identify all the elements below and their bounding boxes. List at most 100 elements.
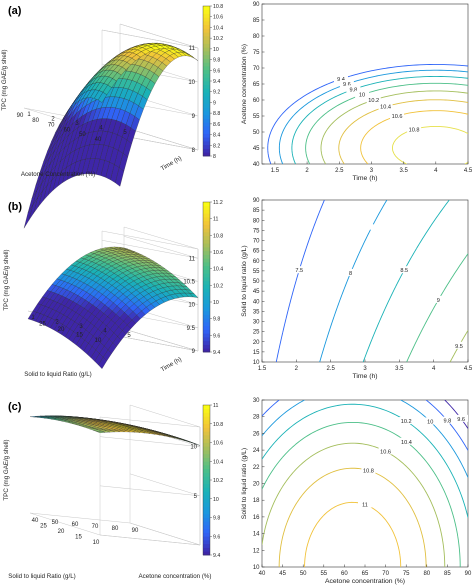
colorbar-step xyxy=(203,277,210,282)
contour-label-bg xyxy=(397,266,412,274)
colorbar-step xyxy=(203,122,210,127)
y-tick-label: 3 xyxy=(79,324,83,330)
surface-patch xyxy=(23,205,33,229)
z-grid-line xyxy=(101,23,199,49)
colorbar-tick-label: 9.8 xyxy=(213,58,220,64)
z-grid-line xyxy=(101,236,199,259)
colorbar-tick-label: 9.8 xyxy=(213,516,220,522)
colorbar-step xyxy=(203,532,210,537)
colorbar-tick-label: 10.4 xyxy=(213,459,223,465)
colorbar-step xyxy=(203,506,210,511)
z-grid-line xyxy=(101,328,199,352)
z-axis-label: TPC (mg GAE/g shell) xyxy=(3,249,10,310)
y-tick-label: 5 xyxy=(127,333,131,339)
y-tick-label: 16 xyxy=(253,515,260,521)
contour-label: 10 xyxy=(359,93,365,99)
plot-area xyxy=(261,399,469,568)
y-tick-label: 80 xyxy=(253,218,260,224)
colorbar-step xyxy=(203,54,210,59)
x-tick-label: 40 xyxy=(95,137,102,143)
colorbar-step xyxy=(203,340,210,345)
colorbar-tick-label: 9.4 xyxy=(213,79,220,85)
colorbar-step xyxy=(203,262,210,267)
colorbar: 9.4 9.6 9.8 10 10.2 10.4 10.6 10.8 11 11.2 xyxy=(202,200,223,356)
y-tick-label: 75 xyxy=(253,228,260,234)
colorbar-tick-label: 10.8 xyxy=(213,4,223,10)
y-tick-label: 5 xyxy=(123,130,127,136)
colorbar-tick-label: 10.4 xyxy=(213,25,223,31)
colorbar-step xyxy=(203,273,210,278)
y-tick-label: 80 xyxy=(112,526,119,532)
y-axis-label: Time (h) xyxy=(160,356,183,373)
contour-label: 10.8 xyxy=(363,469,374,475)
colorbar-tick-label: 10.6 xyxy=(213,250,223,256)
z-grid-line xyxy=(99,473,201,497)
x-tick-label: 10 xyxy=(93,540,100,546)
colorbar-step xyxy=(203,133,210,138)
colorbar-step xyxy=(203,36,210,41)
colorbar-step xyxy=(203,6,210,11)
z-tick-label: 5 xyxy=(194,494,198,500)
colorbar-step xyxy=(203,325,210,330)
panel-label: (a) xyxy=(8,5,22,17)
x-tick-label: 2 xyxy=(295,366,299,372)
colorbar-step xyxy=(203,465,210,470)
x-tick-label: 20 xyxy=(58,327,65,333)
colorbar-step xyxy=(203,284,210,289)
surface-mesh xyxy=(29,415,201,446)
colorbar-step xyxy=(203,551,210,556)
y-tick-label: 50 xyxy=(52,520,59,526)
colorbar-step xyxy=(203,141,210,146)
surface-patch xyxy=(29,416,39,418)
colorbar-step xyxy=(203,258,210,263)
y-tick-label: 45 xyxy=(253,289,260,295)
colorbar-step xyxy=(203,51,210,56)
colorbar-tick-label: 10.2 xyxy=(213,283,223,289)
y-tick-label: 2 xyxy=(55,320,59,326)
x-axis-label: Solid to liquid Ratio (g/L) xyxy=(8,573,75,580)
colorbar-step xyxy=(203,536,210,541)
y-tick-label: 75 xyxy=(253,50,260,56)
colorbar-step xyxy=(203,13,210,18)
x-tick-label: 3 xyxy=(370,168,374,174)
contour-label-bg xyxy=(431,295,446,303)
colorbar-tick-label: 11 xyxy=(213,403,218,409)
contour-label-bg xyxy=(333,75,348,83)
z-tick-label: 9 xyxy=(192,114,196,120)
y-axis-label: Acetone concentration (%) xyxy=(139,573,212,580)
contour-label-bg xyxy=(343,268,358,276)
y-tick-label: 1 xyxy=(31,315,35,321)
z-tick-label: 10.5 xyxy=(183,279,195,285)
plot-area xyxy=(261,199,469,363)
colorbar-step xyxy=(203,295,210,300)
y-tick-label: 65 xyxy=(253,249,260,255)
colorbar-step xyxy=(203,217,210,222)
contour-ticks: 1.5 2 2.5 3 3.5 4 4.5 40 45 50 55 60 65 70 75 80 85 90 xyxy=(253,2,473,174)
colorbar-step xyxy=(203,118,210,123)
colorbar-step xyxy=(203,148,210,153)
y-tick-label: 15 xyxy=(253,350,260,356)
colorbar-step xyxy=(203,250,210,255)
y-tick-label: 24 xyxy=(253,448,260,454)
x-tick-label: 1.5 xyxy=(258,366,267,372)
colorbar-step xyxy=(203,498,210,503)
colorbar-tick-label: 11 xyxy=(213,217,218,223)
colorbar-step xyxy=(203,47,210,52)
y-tick-label: 2 xyxy=(51,117,55,123)
contour-label: 9 xyxy=(437,298,440,304)
y-tick-label: 10 xyxy=(253,565,260,571)
colorbar-step xyxy=(203,224,210,229)
y-tick-label: 60 xyxy=(253,98,260,104)
contour-label-bg xyxy=(366,96,381,103)
y-tick-label: 10 xyxy=(253,360,260,366)
colorbar-tick-label: 8.8 xyxy=(213,111,220,117)
y-tick-label: 25 xyxy=(253,330,260,336)
y-tick-label: 60 xyxy=(253,259,260,265)
colorbar-step xyxy=(203,28,210,33)
y-tick-label: 22 xyxy=(253,465,260,471)
contour-label: 11 xyxy=(362,503,368,509)
surface-plot-2: 10 15 20 25 1 2 3 4 5 9 9.5 10 10.5 11 Solid to liquid… xyxy=(3,200,223,378)
contour-label-bg xyxy=(378,102,393,110)
